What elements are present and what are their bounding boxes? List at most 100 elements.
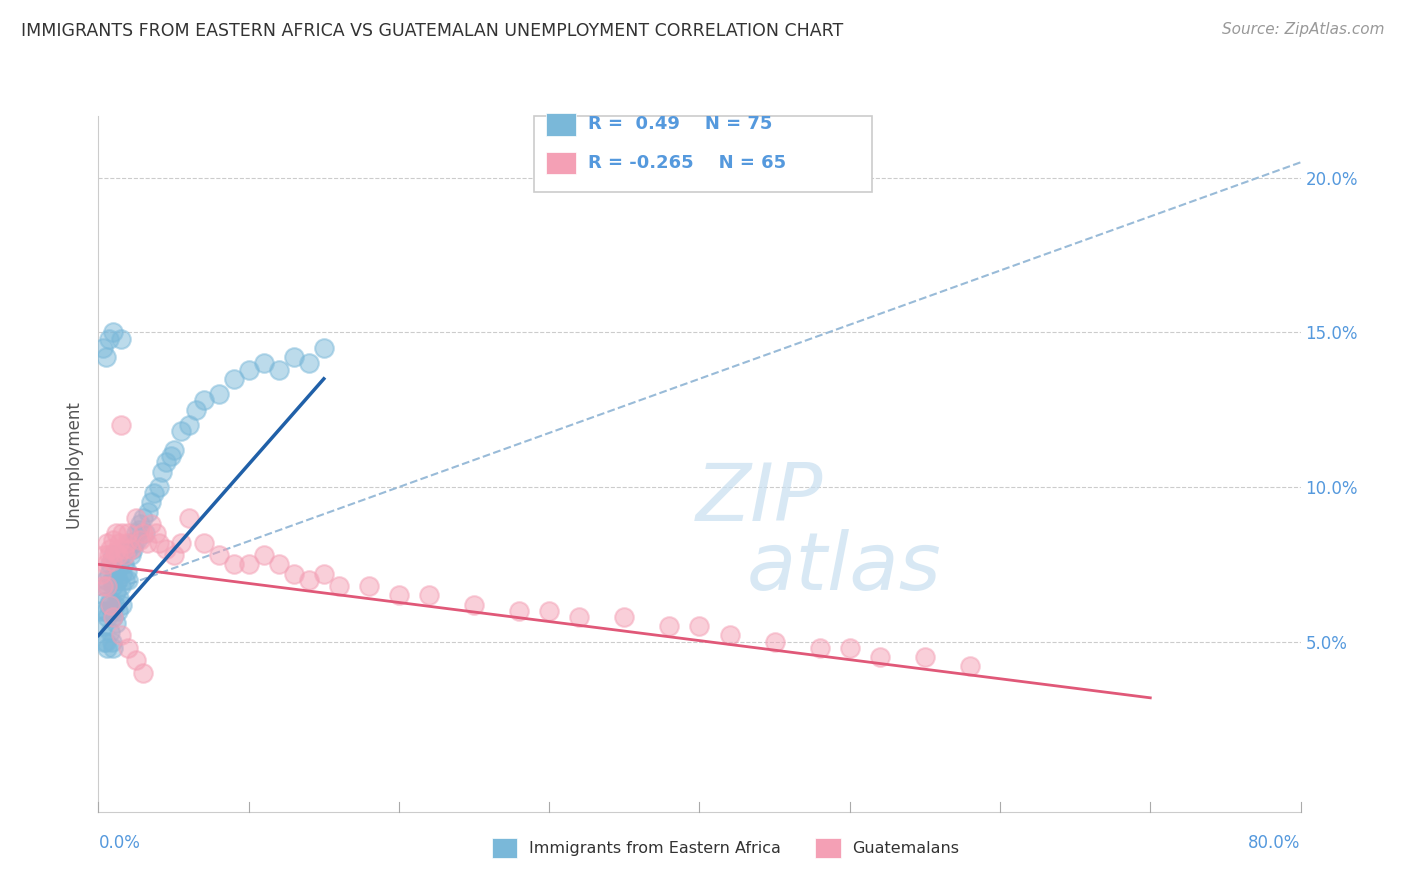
Point (101, 604, 124, 618)
Point (124, 535, 146, 549)
Point (94, 558, 117, 572)
Point (388, 588, 411, 602)
Point (914, 650, 936, 665)
Point (103, 548, 125, 562)
Point (94, 350, 117, 364)
Point (107, 573, 129, 587)
Text: 0.0%: 0.0% (98, 834, 141, 852)
Point (869, 650, 891, 665)
Point (114, 573, 136, 587)
Point (959, 659, 981, 673)
Point (93, 634, 115, 648)
Text: atlas: atlas (747, 529, 941, 607)
Point (328, 579, 350, 593)
Point (162, 442, 184, 457)
Point (118, 535, 141, 549)
Point (267, 362, 290, 376)
Point (132, 665, 155, 680)
Point (139, 495, 162, 509)
Point (222, 372, 245, 386)
Point (100, 625, 122, 640)
Point (177, 511, 200, 525)
Point (129, 533, 152, 547)
Point (94, 573, 117, 587)
Point (96, 535, 118, 549)
Point (838, 640, 860, 655)
Point (97, 332, 120, 346)
Point (253, 548, 276, 562)
Point (129, 517, 152, 532)
Point (100, 594, 122, 608)
Point (97, 566, 120, 581)
Point (312, 341, 335, 355)
Point (508, 604, 530, 618)
Point (93, 588, 115, 602)
Point (91, 619, 114, 633)
Point (132, 526, 155, 541)
Point (107, 604, 129, 618)
Point (96, 610, 118, 624)
Point (125, 653, 148, 667)
Point (101, 554, 124, 568)
Point (94, 634, 117, 648)
Text: Source: ZipAtlas.com: Source: ZipAtlas.com (1222, 22, 1385, 37)
Point (135, 535, 157, 549)
Point (111, 526, 134, 541)
Point (658, 619, 681, 633)
Point (463, 598, 485, 612)
Point (101, 634, 124, 648)
Point (808, 640, 831, 655)
Point (136, 505, 159, 519)
Point (97, 598, 120, 612)
Point (128, 524, 150, 538)
Point (222, 558, 245, 572)
Point (148, 535, 170, 549)
Point (111, 598, 134, 612)
Point (143, 486, 166, 500)
Point (312, 566, 335, 581)
Point (104, 566, 127, 581)
Text: IMMIGRANTS FROM EASTERN AFRICA VS GUATEMALAN UNEMPLOYMENT CORRELATION CHART: IMMIGRANTS FROM EASTERN AFRICA VS GUATEM… (21, 22, 844, 40)
Point (193, 393, 215, 408)
Point (150, 465, 173, 479)
Point (104, 598, 127, 612)
Point (718, 628, 741, 642)
Point (105, 526, 128, 541)
Point (115, 564, 138, 578)
Point (193, 535, 215, 549)
Point (117, 640, 139, 655)
Point (103, 326, 125, 340)
Text: Immigrants from Eastern Africa: Immigrants from Eastern Africa (529, 841, 780, 855)
Point (104, 545, 127, 559)
Point (134, 526, 156, 541)
Text: R = -0.265    N = 65: R = -0.265 N = 65 (588, 153, 786, 172)
Point (689, 619, 711, 633)
Point (117, 541, 139, 556)
Point (238, 362, 260, 376)
Text: ZIP: ZIP (696, 459, 824, 538)
Point (125, 526, 148, 541)
Point (108, 535, 131, 549)
Point (357, 579, 380, 593)
Point (110, 579, 132, 593)
Point (91, 341, 114, 355)
Point (90, 566, 112, 581)
Point (117, 573, 139, 587)
Point (170, 425, 193, 439)
Point (91, 579, 114, 593)
Point (107, 548, 129, 562)
Point (103, 610, 125, 624)
Point (96, 640, 118, 655)
Point (155, 455, 177, 469)
Point (97, 548, 120, 562)
Point (96, 579, 118, 593)
Text: R =  0.49    N = 75: R = 0.49 N = 75 (588, 115, 772, 134)
Point (184, 402, 207, 417)
Point (162, 548, 184, 562)
Y-axis label: Unemployment: Unemployment (65, 400, 83, 528)
Point (110, 548, 132, 562)
Point (117, 526, 139, 541)
Point (418, 588, 440, 602)
Point (125, 511, 148, 525)
Point (208, 387, 231, 401)
